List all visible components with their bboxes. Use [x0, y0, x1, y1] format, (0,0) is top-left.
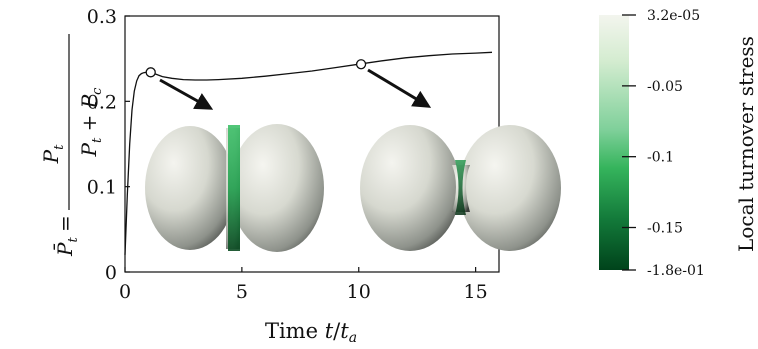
svg-text:Pt: Pt [39, 144, 67, 164]
x-axis-label: Time t/ta [265, 319, 357, 346]
late-stress-neck [455, 160, 466, 215]
arrow-early [159, 78, 214, 110]
marker-point [355, 59, 367, 70]
late-cell-shape [360, 125, 561, 251]
colorbar-tick-label: -0.1 [647, 150, 674, 166]
y-tick-label: 0.3 [87, 6, 117, 28]
colorbar-tick-label: -1.8e-01 [647, 263, 705, 279]
x-tick-label: 0 [119, 281, 131, 303]
early-stress-band [228, 125, 240, 251]
y-axis-ticks: 0 0.1 0.2 0.3 [87, 6, 130, 284]
y-tick-label: 0.1 [87, 177, 117, 199]
colorbar-ticks: 3.2e-05 -0.05 -0.1 -0.15 -1.8e-01 [622, 8, 705, 279]
x-axis-ticks: 0 5 10 15 [119, 267, 488, 303]
arrow-late [367, 68, 432, 108]
y-tick-label: 0.2 [87, 91, 117, 113]
x-tick-label: 15 [464, 281, 488, 303]
y-axis-label: P̄t = Pt Pt + Pc [39, 34, 105, 257]
svg-text:Pt + Pc: Pt + Pc [77, 87, 105, 158]
y-tick-label: 0 [105, 262, 117, 284]
svg-text:=: = [53, 215, 77, 232]
colorbar-tick-label: 3.2e-05 [647, 8, 700, 24]
colorbar-tick-label: -0.05 [647, 79, 683, 95]
marker-point [145, 67, 156, 78]
x-tick-label: 10 [347, 281, 371, 303]
colorbar [599, 15, 629, 270]
x-tick-label: 5 [236, 281, 248, 303]
series-line [124, 51, 493, 255]
early-cell-shape [145, 124, 324, 252]
colorbar-label: Local turnover stress [734, 36, 758, 252]
markers [145, 59, 367, 78]
colorbar-tick-label: -0.15 [647, 221, 683, 237]
svg-text:P̄t: P̄t [52, 237, 81, 257]
